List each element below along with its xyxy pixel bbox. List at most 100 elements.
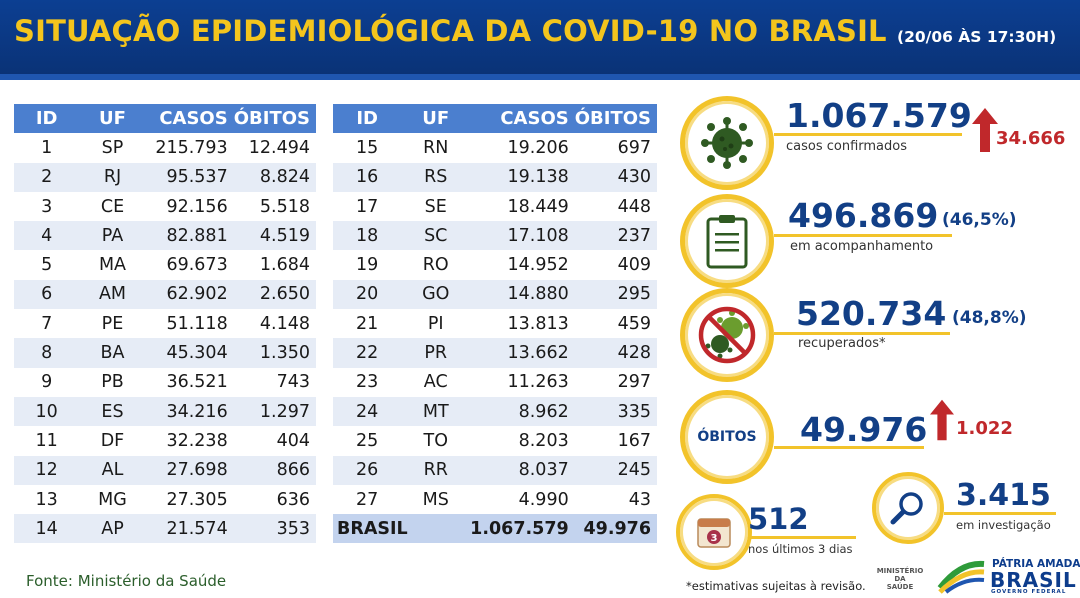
cell-uf: ES bbox=[79, 396, 146, 427]
cell-obitos: 1.684 bbox=[259, 255, 310, 276]
cell-id: 26 bbox=[333, 455, 402, 485]
cell-id: 1 bbox=[41, 137, 53, 158]
cell-casos: 62.902 bbox=[145, 279, 234, 310]
source-note: Fonte: Ministério da Saúde bbox=[26, 572, 227, 590]
table-header-row: ID UF CASOS ÓBITOS bbox=[333, 104, 657, 134]
cell-id: 10 bbox=[14, 396, 80, 427]
monitoring-pct: (46,5%) bbox=[942, 210, 1017, 230]
table-row: 1 SP 215.793 12.494 bbox=[14, 133, 316, 162]
ministry-logo: MINISTÉRIO DA SAÚDE bbox=[870, 567, 930, 591]
report-date: (20/06 ÀS 17:30H) bbox=[897, 28, 1057, 46]
clipboard-icon bbox=[706, 215, 748, 269]
cell-casos: 18.449 bbox=[507, 196, 569, 217]
cell-casos: 13.813 bbox=[507, 313, 569, 334]
cell-uf: RO bbox=[422, 255, 449, 276]
table-row: 7 PE 51.118 4.148 bbox=[14, 309, 316, 338]
table-row: 24 MT 8.962 335 bbox=[333, 396, 657, 427]
cell-uf: PE bbox=[101, 313, 124, 334]
cell-casos: 27.698 bbox=[145, 455, 234, 485]
ministry-line-1: MINISTÉRIO DA bbox=[876, 567, 924, 583]
recovered-circle bbox=[680, 288, 774, 382]
cell-obitos: 4.148 bbox=[259, 313, 310, 334]
cell-id: 15 bbox=[356, 137, 379, 158]
confirmed-delta: 34.666 bbox=[996, 128, 1066, 149]
cell-obitos: 353 bbox=[233, 514, 316, 544]
deaths-circle: ÓBITOS bbox=[680, 390, 774, 484]
brand-main: BRASIL bbox=[990, 568, 1077, 592]
cell-id: 27 bbox=[356, 489, 379, 510]
table-row: 8 BA 45.304 1.350 bbox=[14, 338, 316, 368]
cell-casos: 32.238 bbox=[166, 430, 228, 451]
cell-casos: 4.990 bbox=[518, 489, 569, 510]
cell-id: 23 bbox=[356, 372, 379, 393]
cell-obitos: 167 bbox=[617, 430, 651, 451]
cell-id: 5 bbox=[41, 255, 53, 276]
table-row: 14 AP 21.574 353 bbox=[14, 514, 316, 544]
recovered-value: 520.734 bbox=[796, 294, 947, 333]
cell-obitos: 866 bbox=[233, 455, 316, 485]
calendar-icon: 3 bbox=[697, 518, 731, 548]
last-days-label: nos últimos 3 dias bbox=[748, 542, 853, 556]
cell-casos: 36.521 bbox=[166, 372, 228, 393]
brand-sub: GOVERNO FEDERAL bbox=[991, 589, 1067, 595]
cell-obitos: 237 bbox=[574, 221, 657, 251]
last-days-value: 512 bbox=[748, 502, 809, 536]
cell-id: 2 bbox=[14, 162, 80, 192]
cell-id: 14 bbox=[14, 514, 80, 544]
recovered-label: recuperados* bbox=[798, 336, 886, 351]
monitoring-value: 496.869 bbox=[788, 196, 939, 235]
cell-casos: 92.156 bbox=[166, 196, 228, 217]
table-body-right: 15 RN 19.206 697 16 RS 19.138 430 17 SE 18.449 448 1… bbox=[333, 133, 657, 514]
col-header-casos: CASOS bbox=[145, 104, 234, 134]
table-row: 15 RN 19.206 697 bbox=[333, 133, 657, 162]
table-row: 27 MS 4.990 43 bbox=[333, 485, 657, 514]
col-header-obitos: ÓBITOS bbox=[233, 104, 316, 134]
cell-uf: TO bbox=[423, 430, 448, 451]
cell-id: 25 bbox=[356, 430, 379, 451]
brand-top: PÁTRIA AMADA bbox=[992, 558, 1080, 570]
cell-obitos: 404 bbox=[276, 430, 310, 451]
cell-uf: GO bbox=[401, 279, 471, 310]
cell-casos: 27.305 bbox=[166, 489, 228, 510]
cell-casos: 95.537 bbox=[145, 162, 234, 192]
arrow-up-icon bbox=[930, 399, 954, 441]
states-table-left: ID UF CASOS ÓBITOS 1 SP 215.793 12.494 2 RJ 95… bbox=[14, 104, 316, 544]
cell-id: 22 bbox=[333, 338, 402, 368]
table-row: 9 PB 36.521 743 bbox=[14, 368, 316, 397]
page-title: SITUAÇÃO EPIDEMIOLÓGICA DA COVID-19 NO B… bbox=[14, 14, 887, 48]
footnote: *estimativas sujeitas à revisão. bbox=[686, 579, 866, 593]
cell-casos: 8.962 bbox=[470, 396, 575, 427]
cell-casos: 215.793 bbox=[155, 137, 228, 158]
table-row: 11 DF 32.238 404 bbox=[14, 426, 316, 455]
cell-obitos: 12.494 bbox=[248, 137, 310, 158]
confirmed-value: 1.067.579 bbox=[786, 96, 972, 135]
cell-id: 12 bbox=[14, 455, 80, 485]
deaths-label: ÓBITOS bbox=[697, 429, 757, 445]
cell-id: 9 bbox=[41, 372, 53, 393]
total-obitos: 49.976 bbox=[574, 514, 657, 544]
table-row: 5 MA 69.673 1.684 bbox=[14, 250, 316, 279]
cell-uf: CE bbox=[100, 196, 125, 217]
cell-casos: 82.881 bbox=[145, 221, 234, 251]
cell-id: 6 bbox=[14, 279, 80, 310]
cell-uf: RS bbox=[401, 162, 471, 192]
cell-casos: 21.574 bbox=[145, 514, 234, 544]
col-header-obitos: ÓBITOS bbox=[574, 104, 657, 134]
cell-obitos: 5.518 bbox=[259, 196, 310, 217]
table-row: 13 MG 27.305 636 bbox=[14, 485, 316, 514]
cell-id: 21 bbox=[356, 313, 379, 334]
cell-uf: PA bbox=[79, 221, 146, 251]
cell-uf: PB bbox=[101, 372, 124, 393]
cell-obitos: 448 bbox=[617, 196, 651, 217]
cell-id: 11 bbox=[35, 430, 58, 451]
table-row: 19 RO 14.952 409 bbox=[333, 250, 657, 279]
cell-obitos: 245 bbox=[574, 455, 657, 485]
cell-obitos: 1.350 bbox=[233, 338, 316, 368]
cell-uf: DF bbox=[100, 430, 125, 451]
cell-uf: SC bbox=[401, 221, 471, 251]
brazil-flag-icon bbox=[937, 560, 985, 594]
table-row: 18 SC 17.108 237 bbox=[333, 221, 657, 251]
cell-obitos: 636 bbox=[276, 489, 310, 510]
confirmed-label: casos confirmados bbox=[786, 139, 907, 154]
cell-obitos: 43 bbox=[628, 489, 651, 510]
